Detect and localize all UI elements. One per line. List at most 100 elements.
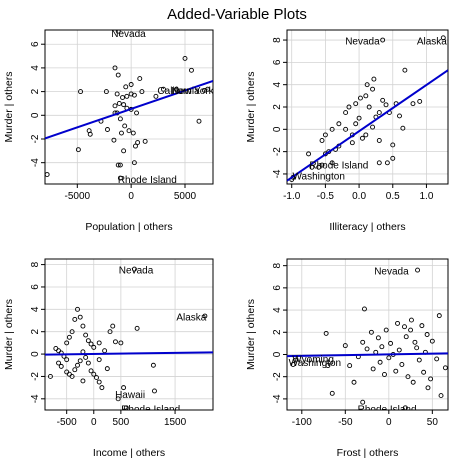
data-point: [64, 340, 70, 346]
point-label: Alaska: [417, 37, 447, 48]
data-point: [150, 362, 156, 368]
data-point: [386, 355, 392, 361]
plot-frame: [44, 29, 214, 185]
data-point: [323, 330, 329, 336]
point-label: Rhode Island: [309, 161, 368, 172]
data-point: [396, 347, 402, 353]
data-point: [131, 160, 137, 166]
data-point: [390, 155, 396, 161]
plot-frame: [44, 258, 214, 411]
data-point: [319, 138, 325, 143]
y-tick-label: -2: [30, 372, 41, 381]
data-point: [428, 376, 434, 382]
y-tick-label: 0: [30, 112, 41, 118]
data-point: [124, 93, 130, 99]
data-point: [290, 362, 296, 367]
data-point: [353, 121, 359, 127]
y-tick-label: 8: [272, 262, 283, 268]
data-point: [80, 323, 86, 329]
y-tick-label: 6: [30, 284, 41, 290]
panel-1: -5000 0 5000 -4 -2 0 2 4 6 Population | others Mur…: [3, 29, 214, 233]
point-label: Rhode Island: [358, 404, 417, 415]
data-point: [316, 164, 322, 170]
data-point: [376, 110, 382, 116]
y-tick-label: 4: [272, 81, 283, 87]
data-point: [102, 348, 108, 354]
data-point: [402, 67, 408, 73]
data-point: [400, 125, 406, 131]
data-point: [83, 354, 89, 360]
y-tick-label: 0: [272, 351, 283, 357]
data-point: [429, 338, 435, 344]
data-point: [118, 340, 124, 346]
data-point: [85, 338, 91, 344]
x-tick-label: 0: [128, 191, 134, 202]
data-point: [351, 379, 357, 385]
data-point: [77, 358, 83, 364]
data-point: [133, 143, 138, 149]
point-label: New York: [171, 86, 214, 97]
data-point: [173, 86, 179, 92]
data-point: [104, 366, 110, 372]
data-point: [114, 91, 120, 97]
data-point: [58, 363, 64, 369]
data-point: [306, 151, 312, 157]
data-point: [121, 102, 127, 108]
data-point: [47, 373, 53, 379]
data-point: [78, 89, 83, 95]
data-point: [123, 405, 129, 410]
data-point: [377, 359, 383, 365]
data-point: [202, 313, 208, 319]
plot-frame: [286, 258, 449, 411]
data-point: [137, 76, 143, 82]
data-point: [357, 95, 363, 101]
data-point: [371, 76, 377, 82]
data-point: [75, 306, 80, 312]
y-tick-label: -2: [30, 134, 41, 143]
data-point: [117, 175, 123, 181]
data-point: [196, 118, 202, 124]
data-point: [382, 372, 387, 377]
data-point: [376, 138, 382, 143]
data-point: [359, 135, 365, 141]
data-point: [115, 162, 121, 168]
y-tick-label: 6: [272, 285, 283, 291]
data-point: [119, 130, 124, 136]
regression-line: [287, 69, 448, 182]
data-point: [72, 316, 78, 322]
data-point: [442, 365, 448, 371]
data-point: [370, 86, 376, 92]
regression-line: [287, 352, 448, 358]
data-point: [408, 327, 414, 333]
data-point: [64, 357, 70, 363]
data-point: [403, 334, 409, 340]
data-point: [375, 335, 381, 341]
data-point: [85, 360, 91, 366]
data-point: [121, 385, 127, 391]
y-tick-label: -4: [272, 169, 283, 178]
point-label: Washington: [289, 358, 341, 369]
data-point: [343, 126, 349, 132]
data-point: [380, 37, 386, 43]
data-point: [72, 367, 78, 373]
data-point: [408, 317, 414, 323]
x-tick-label: 0.0: [352, 191, 366, 202]
data-point: [96, 357, 102, 363]
data-point: [368, 329, 374, 335]
y-axis-label: Murder | others: [3, 71, 15, 142]
data-point: [139, 89, 145, 95]
data-point: [370, 366, 376, 372]
data-point: [111, 137, 117, 143]
data-point: [87, 131, 93, 137]
x-axis-label: Frost | others: [337, 447, 399, 459]
data-point: [91, 344, 97, 350]
y-tick-label: 0: [272, 126, 283, 132]
data-point: [134, 325, 140, 331]
data-point: [205, 86, 211, 92]
x-tick-label: -5000: [65, 191, 91, 202]
data-point: [99, 385, 105, 391]
x-tick-label: 50: [427, 417, 439, 428]
data-point: [379, 344, 385, 350]
